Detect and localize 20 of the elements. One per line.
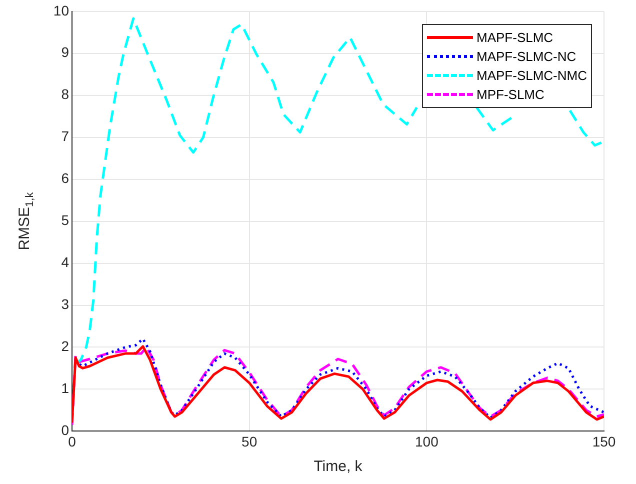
y-tick-label: 0 (61, 422, 70, 438)
y-tick-label: 2 (61, 338, 70, 354)
y-tick-label: 7 (61, 128, 70, 144)
y-tick-label: 1 (61, 380, 70, 396)
y-tick-label: 9 (61, 44, 70, 60)
legend-label: MAPF-SLMC-NMC (476, 68, 587, 84)
y-tick-label: 5 (61, 212, 70, 228)
y-tick-label: 4 (61, 254, 70, 270)
y-tick-label: 3 (61, 296, 70, 312)
y-axis-title: RMSE1,k (16, 192, 36, 250)
legend-label: MAPF-SLMC-NC (476, 49, 576, 64)
x-tick-label: 100 (414, 433, 439, 450)
x-axis-title: Time, k (314, 458, 363, 476)
y-tick-label: 10 (53, 2, 70, 18)
x-tick-label: 150 (592, 433, 616, 450)
y-tick-label: 6 (61, 170, 70, 186)
x-tick-label: 50 (242, 433, 258, 450)
y-tick-label: 8 (61, 86, 70, 102)
legend-label: MAPF-SLMC (476, 30, 554, 46)
legend-label: MPF-SLMC (476, 87, 544, 102)
